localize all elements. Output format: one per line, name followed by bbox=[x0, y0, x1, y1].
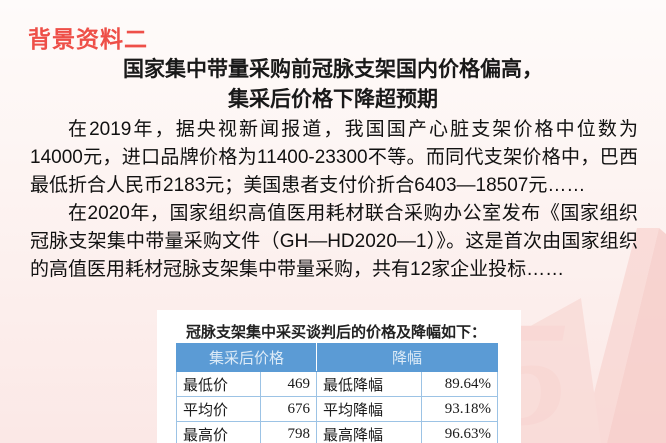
slide-title-line2: 集采后价格下降超预期 bbox=[228, 88, 438, 111]
table-row: 平均价 676 平均降幅 93.18% bbox=[176, 396, 498, 422]
price-value: 798 bbox=[260, 421, 317, 443]
drop-value: 93.18% bbox=[421, 396, 498, 422]
price-value: 676 bbox=[260, 396, 317, 422]
table-header-price-group: 集采后价格 bbox=[176, 343, 317, 372]
price-label: 最低价 bbox=[176, 371, 261, 397]
drop-value: 89.64% bbox=[421, 371, 498, 397]
body-text: 在2019年，据央视新闻报道，我国国产心脏支架价格中位数为14000元，进口品牌… bbox=[30, 116, 638, 284]
slide-title-line1: 国家集中带量采购前冠脉支架国内价格偏高， bbox=[123, 58, 543, 81]
price-label: 平均价 bbox=[176, 396, 261, 422]
table-caption: 冠脉支架集中采买谈判后的价格及降幅如下： bbox=[186, 325, 487, 341]
table-panel: 冠脉支架集中采买谈判后的价格及降幅如下： 集采后价格 降幅 最低价 469 最低… bbox=[157, 310, 521, 443]
price-value: 469 bbox=[260, 371, 317, 397]
price-drop-table: 集采后价格 降幅 最低价 469 最低降幅 89.64% 平均价 676 平均降… bbox=[176, 343, 498, 443]
drop-label: 最高降幅 bbox=[316, 421, 422, 443]
drop-label: 最低降幅 bbox=[316, 371, 422, 397]
drop-label: 平均降幅 bbox=[316, 396, 422, 422]
body-paragraph-2: 在2020年，国家组织高值医用耗材联合采购办公室发布《国家组织冠脉支架集中带量采… bbox=[30, 203, 638, 280]
table-header-drop-group: 降幅 bbox=[316, 343, 498, 372]
price-label: 最高价 bbox=[176, 421, 261, 443]
slide-title: 国家集中带量采购前冠脉支架国内价格偏高， 集采后价格下降超预期 bbox=[0, 55, 666, 115]
body-paragraph-1: 在2019年，据央视新闻报道，我国国产心脏支架价格中位数为14000元，进口品牌… bbox=[30, 119, 638, 196]
table-row: 最高价 798 最高降幅 96.63% bbox=[176, 421, 498, 443]
drop-value: 96.63% bbox=[421, 421, 498, 443]
section-heading: 背景资料二 bbox=[28, 26, 148, 52]
table-header-row: 集采后价格 降幅 bbox=[176, 343, 498, 372]
table-row: 最低价 469 最低降幅 89.64% bbox=[176, 371, 498, 397]
